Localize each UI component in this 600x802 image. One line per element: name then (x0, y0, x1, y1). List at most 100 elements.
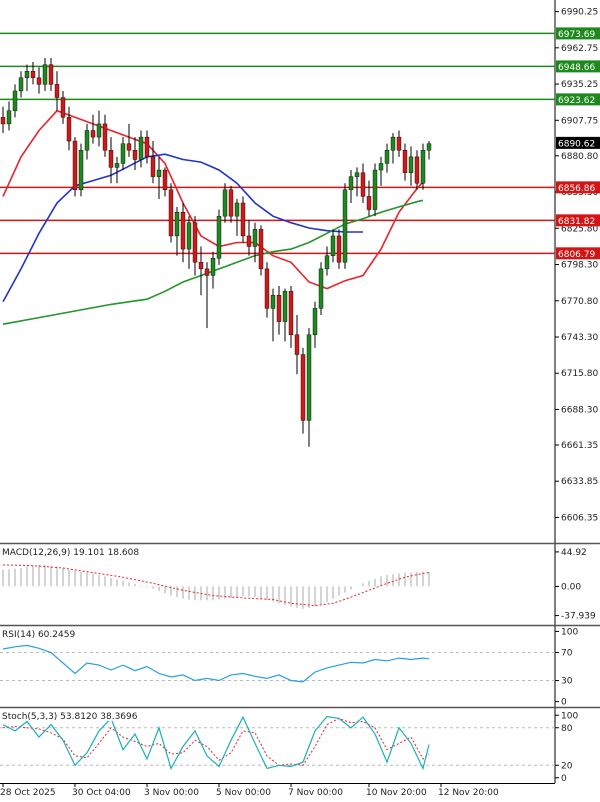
rsi-tick-label: 30 (561, 677, 573, 687)
candle-body (54, 84, 60, 98)
candle-body (204, 268, 210, 276)
stoch-tick-label: 20 (561, 761, 573, 771)
price-tick-label: 6688.30 (561, 405, 598, 415)
stoch-tick-label: 80 (561, 724, 573, 734)
candle-body (414, 156, 420, 184)
candle-body (216, 215, 222, 259)
time-tick-label: 5 Nov 00:00 (216, 788, 271, 798)
time-tick-label: 7 Nov 00:00 (288, 788, 343, 798)
rsi-line (2, 644, 430, 683)
price-tick-label: 6907.75 (561, 116, 598, 126)
candle-body (6, 110, 12, 125)
candle-body (300, 354, 306, 421)
last-price-label: 6890.62 (558, 139, 595, 149)
stoch-d-line (2, 717, 430, 766)
macd-signal-line (2, 564, 430, 607)
candle-body (168, 189, 174, 237)
candle-body (24, 71, 30, 78)
last-price-badge (556, 136, 600, 149)
resistance-level-label: 6948.66 (558, 63, 595, 73)
candle-body (420, 150, 426, 184)
candle-body (156, 169, 162, 177)
candle-body (30, 71, 36, 78)
resistance-level-label: 6973.69 (558, 30, 595, 40)
candle-body (150, 156, 156, 177)
candle-body (324, 255, 330, 270)
candle-body (252, 229, 258, 247)
candle-body (306, 334, 312, 421)
candle-body (360, 172, 366, 197)
candle-body (246, 235, 252, 247)
rsi-title-bg (0, 627, 90, 639)
resistance-level-badge (556, 27, 600, 40)
time-tick-label: 10 Nov 20:00 (366, 788, 427, 798)
candle-body (42, 64, 48, 85)
candle-body (234, 202, 240, 217)
price-tick-label: 6661.35 (561, 441, 598, 451)
candle-body (84, 130, 90, 151)
rsi-title: RSI(14) 60.2459 (2, 630, 75, 640)
rsi-tick-label: 70 (561, 648, 573, 658)
stoch-tick-label: 0 (561, 774, 567, 784)
time-tick-label: 30 Oct 04:00 (72, 788, 131, 798)
price-tick-label: 6606.35 (561, 513, 598, 523)
candle-body (318, 268, 324, 309)
candle-body (36, 77, 42, 85)
support-level-badge (556, 247, 600, 260)
candle-body (186, 222, 192, 250)
macd-tick-label: -37.939 (561, 612, 596, 622)
price-tick-label: 6990.25 (561, 8, 598, 18)
candle-body (348, 176, 354, 191)
candle-body (330, 235, 336, 256)
candle-body (120, 143, 126, 164)
candle-body (138, 136, 144, 160)
candle-body (144, 136, 150, 158)
price-tick-label: 6715.80 (561, 369, 598, 379)
price-tick-label: 6880.80 (561, 152, 598, 162)
price-tick-label: 6633.85 (561, 477, 598, 487)
candle-body (174, 212, 180, 237)
candle-body (102, 123, 108, 151)
candle-body (342, 189, 348, 263)
candle-body (264, 268, 270, 309)
candle-body (378, 163, 384, 171)
time-tick-label: 3 Nov 00:00 (144, 788, 199, 798)
rsi-tick-label: 0 (561, 698, 567, 708)
support-level-badge (556, 181, 600, 194)
resistance-level-label: 6923.62 (558, 96, 595, 106)
candle-body (162, 169, 168, 191)
rsi-tick-label: 100 (561, 627, 578, 637)
price-tick-label: 6798.30 (561, 261, 598, 271)
candle-body (192, 222, 198, 263)
candle-body (126, 143, 132, 151)
candle-body (390, 136, 396, 151)
candle-body (312, 308, 318, 335)
time-tick-label: 28 Oct 2025 (0, 788, 56, 798)
candle-body (366, 196, 372, 210)
candle-body (240, 202, 246, 237)
stoch-k-line (2, 715, 430, 771)
candle-body (18, 77, 24, 92)
support-level-label: 6856.86 (558, 184, 595, 194)
macd-title: MACD(12,26,9) 19.101 18.608 (2, 548, 139, 558)
candle-body (282, 291, 288, 322)
candle-body (132, 150, 138, 160)
price-tick-label: 6962.75 (561, 44, 598, 54)
candle-body (222, 189, 228, 217)
candle-body (78, 150, 84, 191)
candle-body (66, 117, 72, 142)
candle-body (210, 258, 216, 276)
candle-body (198, 262, 204, 270)
candle-body (354, 172, 360, 177)
candle-body (426, 143, 432, 151)
candle-body (270, 295, 276, 309)
stoch-title-bg (0, 709, 160, 721)
candle-body (108, 150, 114, 168)
macd-title-bg (0, 545, 160, 557)
resistance-level-badge (556, 60, 600, 73)
price-tick-label: 6935.25 (561, 80, 598, 90)
price-tick-label: 6770.80 (561, 297, 598, 307)
price-tick-label: 6825.80 (561, 224, 598, 234)
support-level-label: 6806.79 (558, 250, 595, 260)
